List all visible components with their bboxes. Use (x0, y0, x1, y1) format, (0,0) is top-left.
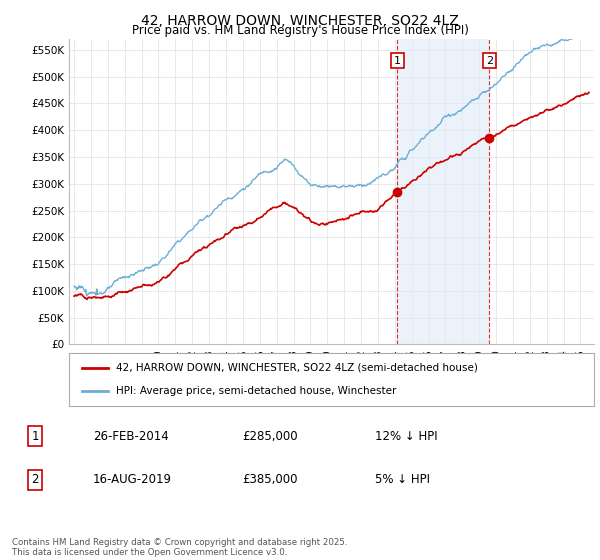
Text: 2: 2 (486, 55, 493, 66)
Text: 1: 1 (394, 55, 401, 66)
Text: 42, HARROW DOWN, WINCHESTER, SO22 4LZ (semi-detached house): 42, HARROW DOWN, WINCHESTER, SO22 4LZ (s… (116, 363, 478, 373)
Text: 26-FEB-2014: 26-FEB-2014 (92, 430, 169, 443)
Text: Contains HM Land Registry data © Crown copyright and database right 2025.
This d: Contains HM Land Registry data © Crown c… (12, 538, 347, 557)
FancyBboxPatch shape (69, 353, 594, 406)
Text: £285,000: £285,000 (242, 430, 298, 443)
Text: 2: 2 (31, 473, 39, 486)
Bar (397, 39, 490, 344)
Text: 12% ↓ HPI: 12% ↓ HPI (375, 430, 437, 443)
Text: £385,000: £385,000 (242, 473, 298, 486)
Text: HPI: Average price, semi-detached house, Winchester: HPI: Average price, semi-detached house,… (116, 386, 397, 396)
Text: 1: 1 (31, 430, 39, 443)
Text: 16-AUG-2019: 16-AUG-2019 (92, 473, 172, 486)
Text: 5% ↓ HPI: 5% ↓ HPI (375, 473, 430, 486)
Text: 42, HARROW DOWN, WINCHESTER, SO22 4LZ: 42, HARROW DOWN, WINCHESTER, SO22 4LZ (141, 14, 459, 28)
Text: Price paid vs. HM Land Registry's House Price Index (HPI): Price paid vs. HM Land Registry's House … (131, 24, 469, 37)
